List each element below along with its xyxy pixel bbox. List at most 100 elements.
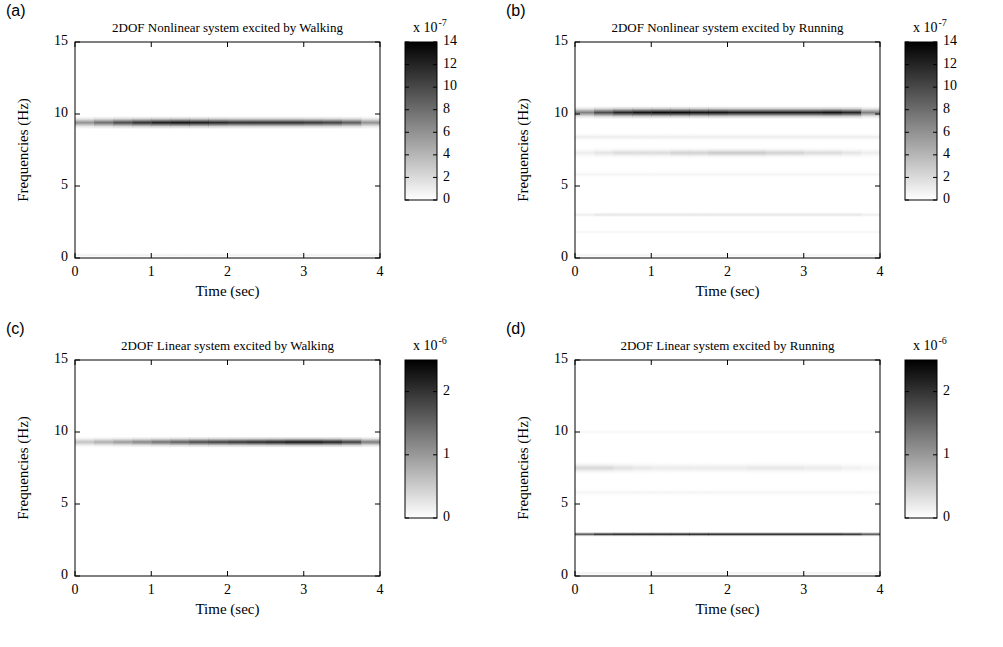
- band-cell: [747, 106, 767, 119]
- x-tick-label: 1: [648, 264, 655, 279]
- band-cell: [708, 571, 728, 575]
- colorbar-tick: [933, 42, 937, 43]
- x-axis-title: Time (sec): [195, 283, 259, 300]
- panel: (d)2DOF Linear system excited by Running…: [506, 320, 950, 618]
- band-cell: [132, 436, 152, 448]
- y-tick: [375, 432, 380, 433]
- colorbar-tick-label: 6: [443, 124, 450, 139]
- panel: (a)2DOF Nonlinear system excited by Walk…: [6, 2, 457, 300]
- band-cell: [632, 429, 652, 435]
- colorbar-scale-base: x 10: [413, 20, 438, 35]
- y-tick: [875, 504, 880, 505]
- band-cell: [208, 253, 228, 257]
- x-tick: [575, 253, 576, 258]
- x-tick-label: 3: [300, 582, 307, 597]
- x-tick-label: 2: [224, 582, 231, 597]
- y-tick: [575, 114, 580, 115]
- x-tick: [75, 253, 76, 258]
- x-axis-title: Time (sec): [195, 601, 259, 618]
- band-cell: [594, 171, 614, 178]
- colorbar-tick-label: 0: [443, 191, 450, 206]
- y-tick: [875, 576, 880, 577]
- band-cell: [613, 571, 633, 575]
- band-cell: [651, 106, 671, 119]
- x-tick: [380, 360, 381, 365]
- band-cell: [323, 436, 343, 448]
- y-tick: [75, 42, 80, 43]
- y-tick-label: 15: [554, 33, 568, 48]
- plot-frame: [75, 42, 380, 258]
- colorbar-tick: [933, 200, 937, 201]
- band-cell: [842, 230, 862, 234]
- band-cell: [785, 462, 805, 475]
- band-cell: [861, 489, 880, 496]
- band-cell: [728, 106, 748, 119]
- colorbar-tick-label: 2: [443, 169, 450, 184]
- band-cell: [247, 253, 267, 257]
- title: 2DOF Linear system excited by Walking: [121, 338, 334, 353]
- band-cell: [594, 106, 614, 119]
- panel-label: (d): [506, 320, 526, 337]
- colorbar-tick: [933, 154, 937, 155]
- band-cell: [670, 171, 690, 178]
- band-cell: [651, 532, 671, 537]
- band-cell: [842, 253, 862, 257]
- band-cell: [670, 429, 690, 435]
- band-cell: [804, 106, 824, 119]
- x-tick: [727, 571, 728, 576]
- band-cell: [689, 532, 709, 537]
- band-cell: [266, 253, 286, 257]
- band-cell: [594, 212, 614, 218]
- colorbar-tick: [433, 109, 437, 110]
- y-tick: [875, 432, 880, 433]
- band-cell: [747, 171, 767, 178]
- band-cell: [632, 253, 652, 257]
- x-tick-label: 4: [377, 582, 384, 597]
- colorbar-tick: [405, 64, 409, 65]
- colorbar-tick: [405, 200, 409, 201]
- band-cell: [823, 489, 843, 496]
- x-tick-label: 4: [877, 264, 884, 279]
- band-cell: [304, 436, 324, 448]
- band-cell: [804, 462, 824, 475]
- band-cell: [632, 147, 652, 159]
- x-tick-label: 2: [224, 264, 231, 279]
- band-cell: [708, 147, 728, 159]
- band-cell: [247, 116, 267, 129]
- x-tick-label: 0: [572, 264, 579, 279]
- band-cell: [823, 532, 843, 537]
- colorbar-scale: x 10-7: [913, 17, 947, 35]
- band-cell: [651, 462, 671, 475]
- band-cell: [670, 253, 690, 257]
- band-cell: [304, 253, 324, 257]
- colorbar-scale-base: x 10: [913, 338, 938, 353]
- x-tick: [727, 42, 728, 47]
- band-cell: [670, 230, 690, 234]
- band-cell: [708, 532, 728, 537]
- x-tick: [575, 42, 576, 47]
- y-tick-label: 5: [61, 177, 68, 192]
- band-cell: [689, 230, 709, 234]
- x-tick: [575, 360, 576, 365]
- band-cell: [747, 571, 767, 575]
- y-tick: [375, 504, 380, 505]
- band-cell: [575, 106, 595, 119]
- band-cell: [708, 462, 728, 475]
- x-axis-title: Time (sec): [695, 283, 759, 300]
- y-tick: [375, 186, 380, 187]
- band-cell: [689, 106, 709, 119]
- y-tick: [75, 576, 80, 577]
- colorbar-scale: x 10-7: [413, 17, 447, 35]
- band-cell: [708, 429, 728, 435]
- y-tick: [375, 360, 380, 361]
- band-cell: [708, 212, 728, 218]
- band-cell: [842, 462, 862, 475]
- band-cell: [861, 171, 880, 178]
- x-tick: [227, 253, 228, 258]
- band-cell: [766, 133, 786, 142]
- panel-label: (a): [6, 2, 26, 19]
- band-cell: [594, 571, 614, 575]
- x-tick: [651, 571, 652, 576]
- x-tick: [303, 571, 304, 576]
- band-cell: [361, 116, 380, 129]
